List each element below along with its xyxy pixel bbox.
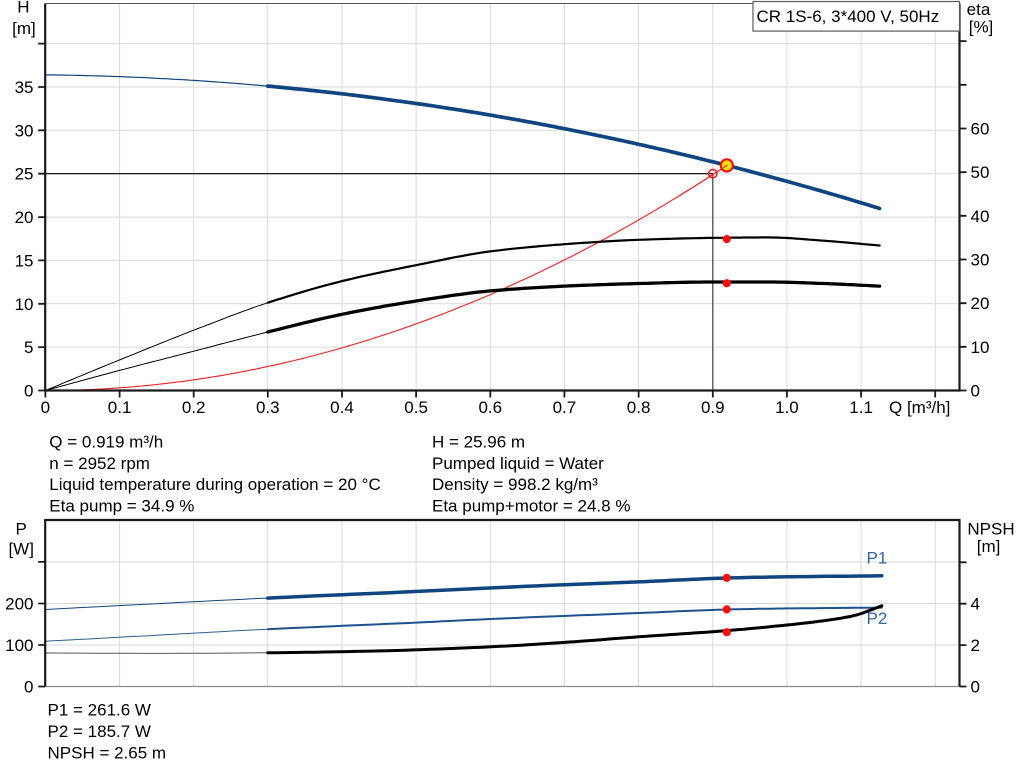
svg-text:P1: P1: [867, 549, 888, 568]
svg-text:Q = 0.919 m³/h: Q = 0.919 m³/h: [49, 433, 163, 452]
svg-text:Pumped liquid = Water: Pumped liquid = Water: [432, 454, 604, 473]
svg-text:NPSH = 2.65 m: NPSH = 2.65 m: [48, 744, 167, 763]
svg-text:0.1: 0.1: [108, 398, 132, 417]
svg-text:35: 35: [15, 78, 34, 97]
svg-text:0.8: 0.8: [627, 398, 651, 417]
svg-text:0.9: 0.9: [701, 398, 725, 417]
svg-text:eta: eta: [967, 0, 991, 19]
svg-text:CR 1S-6, 3*400 V, 50Hz: CR 1S-6, 3*400 V, 50Hz: [757, 7, 940, 26]
svg-text:0: 0: [41, 398, 50, 417]
svg-text:0: 0: [24, 678, 33, 697]
svg-text:H = 25.96 m: H = 25.96 m: [432, 433, 525, 452]
svg-text:10: 10: [971, 338, 990, 357]
svg-text:0.7: 0.7: [553, 398, 577, 417]
svg-text:0: 0: [24, 382, 33, 401]
svg-text:[m]: [m]: [12, 19, 36, 38]
svg-text:4: 4: [971, 595, 980, 614]
svg-text:P: P: [16, 520, 27, 539]
svg-text:[W]: [W]: [8, 540, 34, 559]
svg-text:0: 0: [971, 678, 980, 697]
svg-text:Eta pump = 34.9 %: Eta pump = 34.9 %: [49, 496, 194, 515]
svg-text:1.1: 1.1: [849, 398, 873, 417]
svg-text:30: 30: [971, 251, 990, 270]
svg-text:P2: P2: [867, 609, 888, 628]
svg-text:[m]: [m]: [977, 537, 1001, 556]
svg-text:Eta pump+motor = 24.8 %: Eta pump+motor = 24.8 %: [432, 496, 630, 515]
svg-text:40: 40: [971, 207, 990, 226]
svg-text:NPSH: NPSH: [967, 520, 1014, 539]
svg-text:100: 100: [5, 636, 33, 655]
svg-text:2: 2: [971, 636, 980, 655]
svg-text:0.4: 0.4: [330, 398, 354, 417]
svg-text:0.2: 0.2: [182, 398, 206, 417]
svg-text:Liquid temperature during oper: Liquid temperature during operation = 20…: [49, 475, 380, 494]
svg-text:5: 5: [24, 338, 33, 357]
svg-text:15: 15: [15, 251, 34, 270]
svg-text:[%]: [%]: [969, 18, 994, 37]
svg-text:20: 20: [15, 208, 34, 227]
svg-text:0.6: 0.6: [478, 398, 502, 417]
svg-text:200: 200: [5, 595, 33, 614]
svg-text:H: H: [17, 0, 29, 17]
svg-text:20: 20: [971, 294, 990, 313]
svg-text:0: 0: [971, 382, 980, 401]
svg-text:60: 60: [971, 120, 990, 139]
svg-text:30: 30: [15, 121, 34, 140]
svg-text:0.5: 0.5: [404, 398, 428, 417]
svg-text:1.0: 1.0: [775, 398, 799, 417]
svg-text:0.3: 0.3: [256, 398, 280, 417]
svg-text:Q [m³/h]: Q [m³/h]: [889, 398, 950, 417]
svg-text:P2 = 185.7 W: P2 = 185.7 W: [48, 722, 151, 741]
svg-text:50: 50: [971, 163, 990, 182]
svg-text:10: 10: [15, 295, 34, 314]
svg-text:25: 25: [15, 165, 34, 184]
svg-text:n = 2952 rpm: n = 2952 rpm: [49, 454, 150, 473]
svg-text:P1 = 261.6 W: P1 = 261.6 W: [48, 701, 151, 720]
svg-text:Density = 998.2 kg/m³: Density = 998.2 kg/m³: [432, 475, 598, 494]
